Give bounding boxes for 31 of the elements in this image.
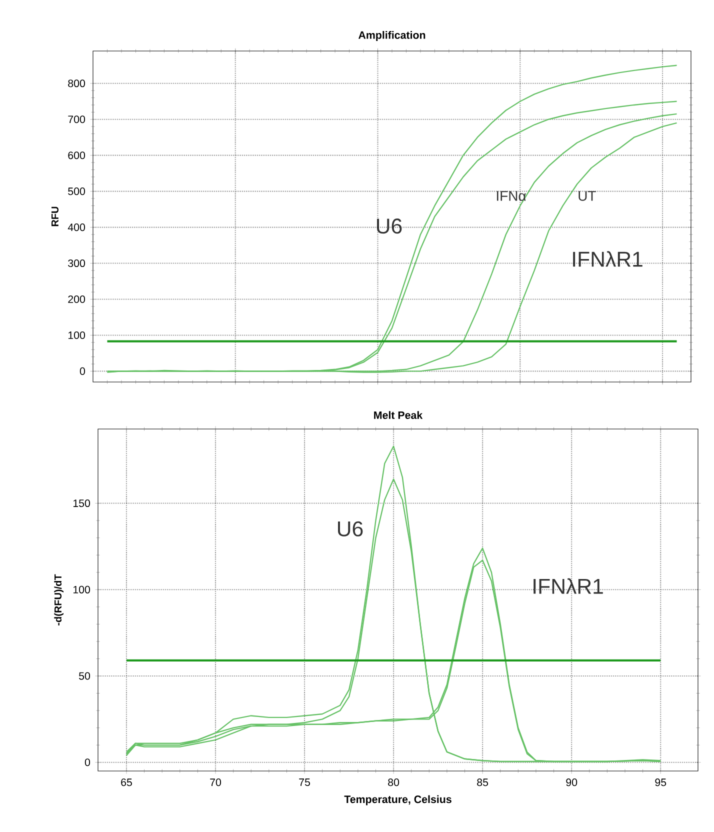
annotation: IFNλR1 bbox=[573, 251, 642, 267]
y-tick-label: 500 bbox=[68, 188, 86, 196]
y-tick-label: 600 bbox=[68, 152, 86, 160]
annotation: IFNλR1 bbox=[534, 578, 603, 594]
annotation: U6 bbox=[377, 218, 402, 234]
y-tick-label: 0 bbox=[84, 758, 90, 766]
y-tick-label: 200 bbox=[68, 295, 86, 304]
chart-title: Melt Peak bbox=[374, 411, 423, 419]
annotation: IFNα bbox=[496, 191, 526, 201]
x-axis-title: Temperature, Celsius bbox=[344, 795, 452, 806]
x-tick-label: 75 bbox=[299, 778, 310, 786]
y-tick-label: 150 bbox=[73, 499, 90, 508]
y-tick-label: 400 bbox=[68, 224, 86, 232]
y-tick-label: 300 bbox=[68, 259, 86, 268]
x-tick-label: 80 bbox=[388, 778, 400, 786]
y-tick-label: 100 bbox=[73, 586, 90, 594]
y-axis-title: -d(RFU)/dT bbox=[54, 574, 64, 626]
chart-title: Amplification bbox=[358, 31, 426, 41]
x-tick-label: 90 bbox=[566, 778, 578, 786]
x-tick-label: 85 bbox=[477, 778, 488, 786]
y-axis-title: RFU bbox=[52, 206, 58, 226]
y-tick-label: 800 bbox=[68, 80, 86, 88]
x-tick-label: 95 bbox=[655, 778, 666, 786]
y-tick-label: 100 bbox=[68, 331, 86, 339]
y-tick-label: 50 bbox=[78, 672, 90, 680]
y-tick-label: 0 bbox=[80, 367, 86, 375]
x-tick-label: 70 bbox=[210, 778, 222, 786]
annotation: UT bbox=[578, 191, 596, 201]
y-tick-label: 700 bbox=[68, 116, 86, 124]
x-tick-label: 65 bbox=[121, 778, 132, 786]
annotation: U6 bbox=[338, 521, 363, 536]
